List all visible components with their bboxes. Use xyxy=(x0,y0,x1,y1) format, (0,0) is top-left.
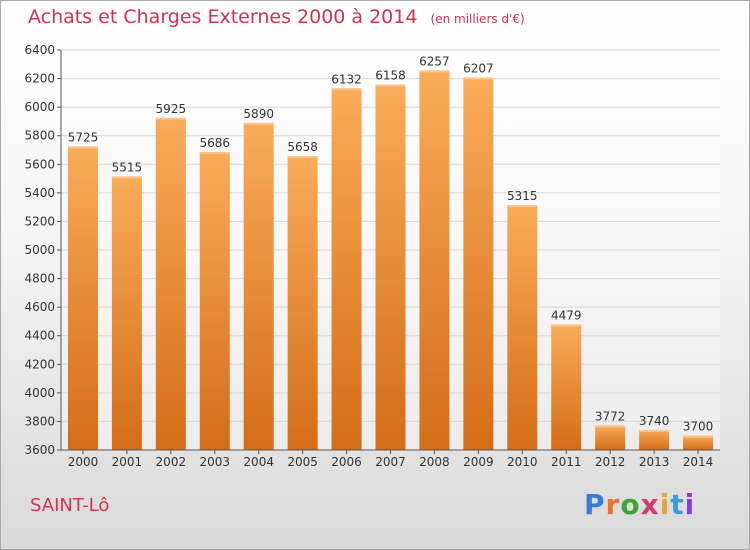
x-tick-label: 2010 xyxy=(507,455,538,469)
x-tick-label: 2011 xyxy=(551,455,582,469)
bar-highlight xyxy=(243,122,274,125)
bar-highlight xyxy=(595,425,626,428)
y-tick-label: 5000 xyxy=(24,243,55,257)
bar xyxy=(639,430,670,450)
logo-letter: i xyxy=(684,488,696,521)
y-tick-label: 4600 xyxy=(24,300,55,314)
bar xyxy=(287,156,318,450)
x-tick-label: 2014 xyxy=(683,455,714,469)
bar-highlight xyxy=(463,77,494,80)
data-label: 6132 xyxy=(331,72,362,86)
bar-highlight xyxy=(551,324,582,327)
x-tick-label: 2007 xyxy=(375,455,406,469)
bar xyxy=(595,425,626,450)
logo-letter: r xyxy=(605,488,621,521)
bar-highlight xyxy=(683,435,714,438)
y-tick-label: 5800 xyxy=(24,129,55,143)
bar xyxy=(683,435,714,450)
data-label: 6257 xyxy=(419,54,450,68)
y-tick-label: 4400 xyxy=(24,329,55,343)
y-tick-label: 4000 xyxy=(24,386,55,400)
chart-title-block: Achats et Charges Externes 2000 à 2014 (… xyxy=(28,6,525,28)
y-tick-label: 3800 xyxy=(24,414,55,428)
logo-letter: P xyxy=(584,488,606,521)
bar-highlight xyxy=(67,146,98,149)
x-tick-label: 2013 xyxy=(639,455,670,469)
bar-highlight xyxy=(199,152,230,154)
data-label: 6158 xyxy=(375,69,406,83)
y-tick-label: 6400 xyxy=(24,43,55,57)
bar xyxy=(419,70,450,450)
data-label: 3740 xyxy=(639,414,670,428)
bar-highlight xyxy=(419,70,450,73)
data-label: 5658 xyxy=(287,140,318,154)
bar xyxy=(463,77,494,451)
data-label: 5515 xyxy=(112,160,143,174)
x-tick-label: 2008 xyxy=(419,455,450,469)
x-tick-label: 2009 xyxy=(463,455,494,469)
y-tick-label: 4200 xyxy=(24,357,55,371)
proxiti-logo: Proxiti xyxy=(584,488,695,521)
y-tick-label: 4800 xyxy=(24,272,55,286)
bar-highlight xyxy=(331,88,362,91)
data-label: 6207 xyxy=(463,62,494,76)
data-label: 3772 xyxy=(595,409,626,423)
bar xyxy=(375,84,406,451)
y-tick-label: 6200 xyxy=(24,72,55,86)
logo-letter: o xyxy=(620,488,641,521)
bar-highlight xyxy=(639,430,670,432)
chart-unit-note: (en milliers d'€) xyxy=(430,12,525,26)
bar xyxy=(111,176,142,450)
x-tick-label: 2012 xyxy=(595,455,626,469)
bar-highlight xyxy=(111,176,142,179)
data-label: 5890 xyxy=(243,107,274,121)
x-tick-label: 2006 xyxy=(331,455,362,469)
bar xyxy=(199,152,230,450)
bar-highlight xyxy=(287,156,318,158)
bar xyxy=(155,117,186,450)
bar-highlight xyxy=(375,84,406,87)
data-label: 5725 xyxy=(68,130,99,144)
data-label: 5686 xyxy=(199,136,230,150)
y-tick-label: 5600 xyxy=(24,157,55,171)
logo-letter: t xyxy=(670,488,685,521)
bar-highlight xyxy=(155,117,186,120)
bar xyxy=(331,88,362,451)
bar xyxy=(243,122,274,450)
bar-highlight xyxy=(507,205,538,207)
chart-title: Achats et Charges Externes 2000 à 2014 xyxy=(28,6,418,28)
city-name: SAINT-Lô xyxy=(30,495,110,516)
data-label: 5315 xyxy=(507,189,538,203)
bar xyxy=(507,205,538,450)
x-tick-label: 2003 xyxy=(199,455,230,469)
y-tick-label: 6000 xyxy=(24,100,55,114)
bar xyxy=(67,146,98,450)
x-tick-label: 2001 xyxy=(112,455,143,469)
bar xyxy=(551,324,582,450)
x-tick-label: 2002 xyxy=(156,455,187,469)
y-tick-label: 3600 xyxy=(24,443,55,457)
y-tick-label: 5200 xyxy=(24,214,55,228)
y-tick-label: 5400 xyxy=(24,186,55,200)
data-label: 5925 xyxy=(156,102,187,116)
x-tick-label: 2005 xyxy=(287,455,318,469)
logo-letter: x xyxy=(640,488,660,521)
data-label: 3700 xyxy=(683,420,714,434)
x-tick-label: 2004 xyxy=(243,455,274,469)
data-label: 4479 xyxy=(551,308,582,322)
logo-letter: i xyxy=(659,488,671,521)
x-tick-label: 2000 xyxy=(68,455,99,469)
